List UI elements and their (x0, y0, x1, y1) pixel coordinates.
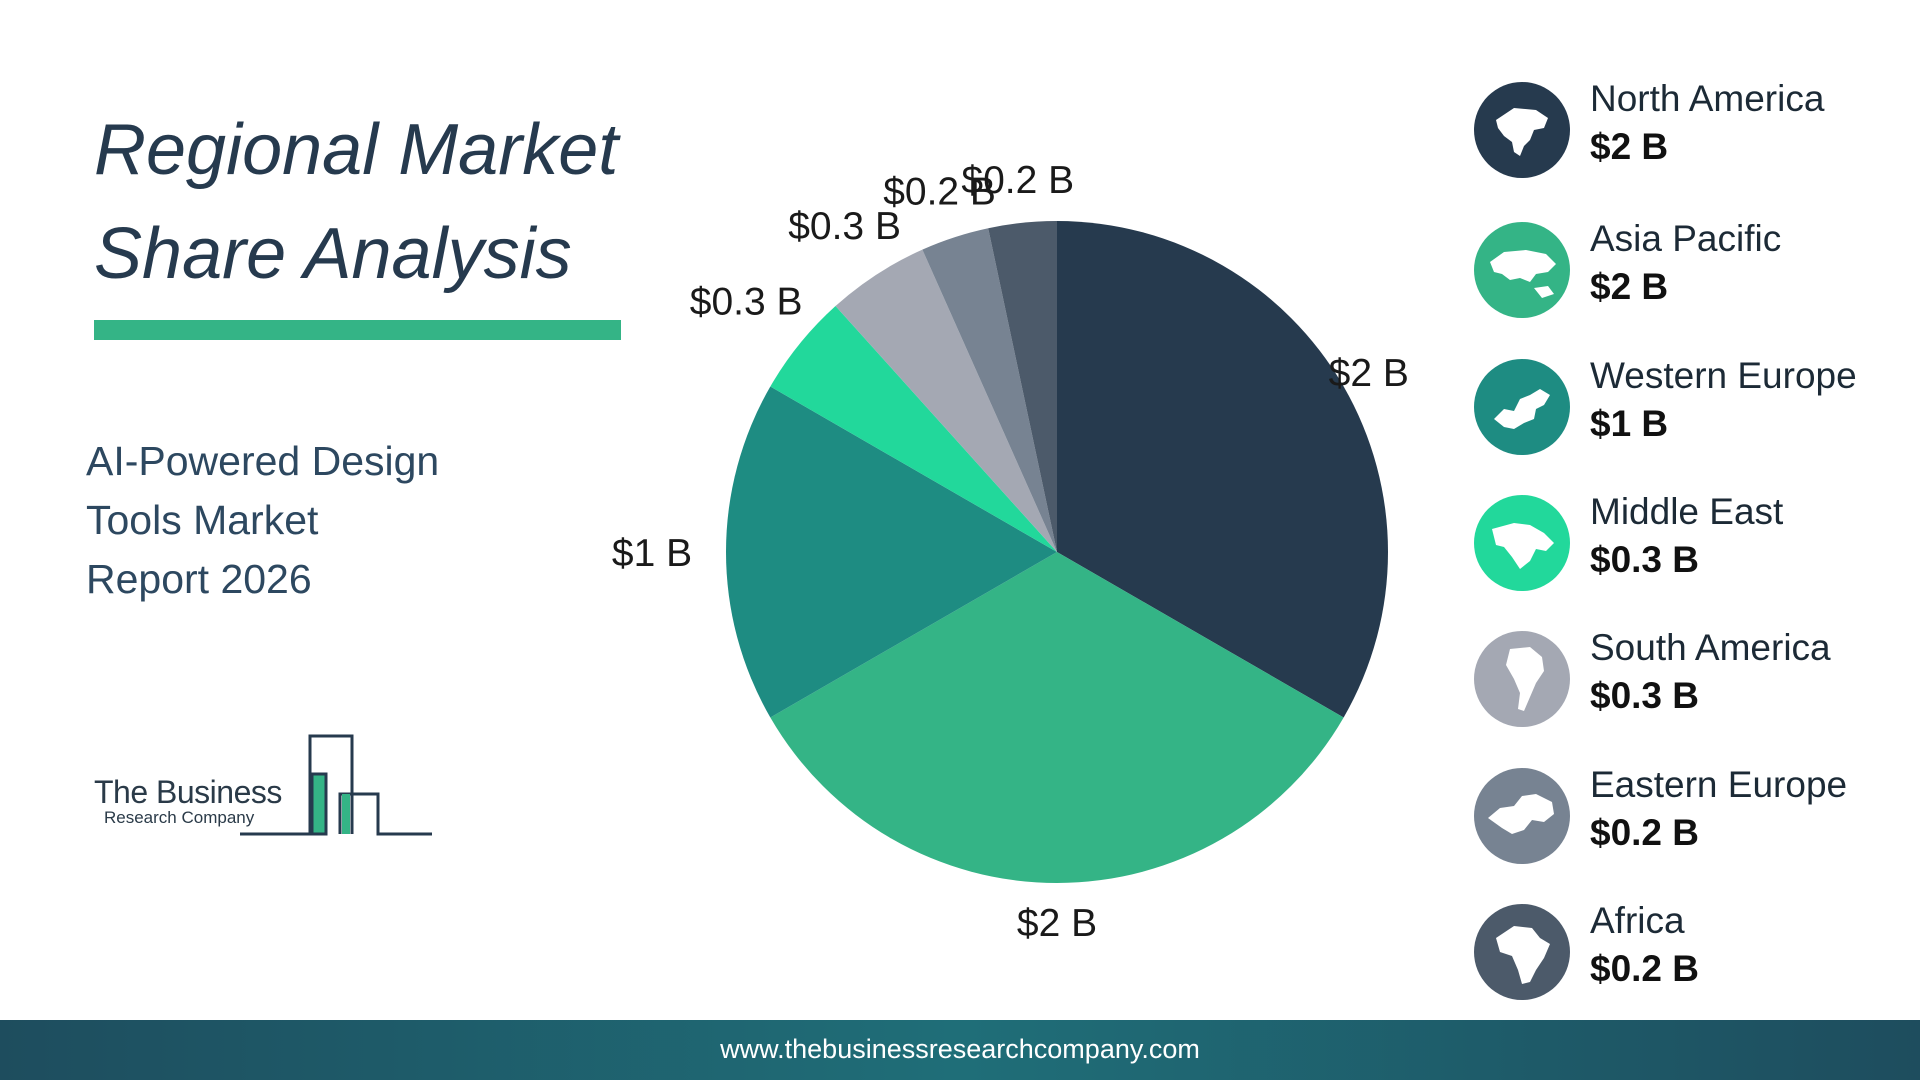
legend-item-western-europe: Western Europe $1 B (1472, 355, 1912, 469)
pie-label-africa: $0.2 B (961, 159, 1074, 202)
pie-slice-eastern-europe (922, 228, 1057, 552)
logo-buildings-icon (240, 734, 432, 836)
middle-east-map-icon (1474, 495, 1570, 591)
legend-region-value: $2 B (1590, 126, 1669, 167)
legend-item-north-america: North America $2 B (1472, 78, 1912, 192)
pie-label-eastern-europe: $0.2 B (883, 171, 996, 214)
legend-region-name: South America (1590, 627, 1831, 668)
legend-region-value: $1 B (1590, 403, 1669, 444)
pie-slice-south-america (835, 249, 1057, 552)
pie-label-north-america: $2 B (1329, 352, 1409, 395)
legend-region-name: North America (1590, 78, 1825, 119)
legend-item-africa: Africa $0.2 B (1472, 900, 1912, 1014)
pie-label-south-america: $0.3 B (788, 205, 901, 248)
pie-slice-middle-east (770, 306, 1057, 552)
pie-label-middle-east: $0.3 B (690, 280, 803, 323)
pie-slice-western-europe (726, 386, 1057, 718)
title-underline-bar (94, 320, 621, 340)
pie-slice-africa (988, 221, 1057, 552)
pie-label-western-europe: $1 B (612, 532, 692, 575)
footer-url[interactable]: www.thebusinessresearchcompany.com (720, 1034, 1200, 1064)
legend-region-name: Middle East (1590, 491, 1784, 532)
legend-region-value: $2 B (1590, 266, 1669, 307)
legend-region-value: $0.2 B (1590, 948, 1700, 989)
subtitle-line-3: Report 2026 (86, 556, 312, 602)
company-logo: The Business Research Company (92, 732, 442, 842)
legend-region-value: $0.3 B (1590, 675, 1700, 716)
title-line-2: Share Analysis (94, 214, 572, 294)
legend-region-name: Africa (1590, 900, 1685, 941)
legend-item-south-america: South America $0.3 B (1472, 627, 1912, 741)
logo-text-line-1: The Business (94, 774, 282, 810)
legend-item-eastern-europe: Eastern Europe $0.2 B (1472, 764, 1912, 878)
legend-region-value: $0.3 B (1590, 539, 1700, 580)
legend-item-asia-pacific: Asia Pacific $2 B (1472, 218, 1912, 332)
africa-map-icon (1474, 904, 1570, 1000)
logo-text-line-2: Research Company (104, 808, 255, 827)
legend-region-value: $0.2 B (1590, 812, 1700, 853)
western-europe-map-icon (1474, 359, 1570, 455)
asia-pacific-map-icon (1474, 222, 1570, 318)
legend-item-middle-east: Middle East $0.3 B (1472, 491, 1912, 605)
eastern-europe-map-icon (1474, 768, 1570, 864)
title-line-1: Regional Market (94, 110, 619, 190)
footer-bar: www.thebusinessresearchcompany.com (0, 1020, 1920, 1080)
pie-label-asia-pacific: $2 B (1017, 902, 1097, 945)
report-subtitle: AI-Powered Design Tools Market Report 20… (86, 432, 506, 609)
regional-pie-chart: $2 B$2 B$1 B$0.3 B$0.3 B$0.2 B$0.2 B (612, 159, 1409, 945)
north-america-map-icon (1474, 82, 1570, 178)
legend-region-name: Western Europe (1590, 355, 1857, 396)
subtitle-line-2: Tools Market (86, 497, 319, 543)
legend-region-name: Asia Pacific (1590, 218, 1782, 259)
pie-slice-north-america (1057, 221, 1389, 718)
legend-region-name: Eastern Europe (1590, 764, 1848, 805)
south-america-map-icon (1474, 631, 1570, 727)
page-title: Regional Market Share Analysis (94, 98, 654, 306)
subtitle-line-1: AI-Powered Design (86, 438, 440, 484)
